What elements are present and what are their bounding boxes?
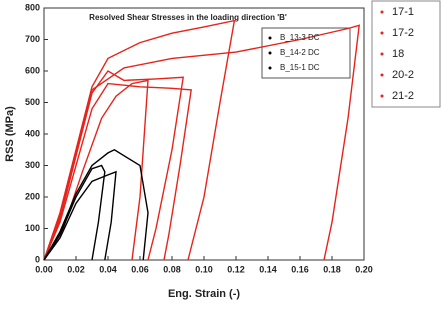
- legend-marker: [380, 31, 384, 35]
- chart-title: Resolved Shear Stresses in the loading d…: [89, 13, 287, 22]
- y-tick-label: 0: [35, 254, 40, 264]
- x-tick-label: 0.20: [355, 264, 373, 274]
- legend-marker: [380, 94, 384, 98]
- legend-label: 17-2: [392, 27, 414, 39]
- legend-box: [261, 27, 351, 79]
- y-tick-label: 800: [25, 2, 40, 12]
- legend-label: B_15-1 DC: [280, 63, 320, 72]
- data-line: [43, 170, 117, 261]
- x-tick-label: 0.10: [195, 264, 213, 274]
- y-axis-label: RSS (MPa): [4, 106, 16, 162]
- data-line: [43, 24, 361, 261]
- x-tick-label: 0.04: [99, 264, 117, 274]
- y-tick-label: 600: [25, 65, 40, 75]
- data-line: [43, 82, 193, 261]
- x-tick-label: 0.06: [131, 264, 149, 274]
- legend-label: 21-2: [392, 90, 414, 102]
- y-tick-label: 400: [25, 128, 40, 138]
- legend-marker: [380, 73, 384, 77]
- legend-label: 18: [392, 48, 404, 60]
- legend-label: 20-2: [392, 69, 414, 81]
- x-axis-label: Eng. Strain (-): [168, 288, 240, 300]
- data-line: [43, 19, 236, 261]
- x-tick-label: 0.18: [323, 264, 341, 274]
- x-tick-label: 0.02: [67, 264, 85, 274]
- legend-marker: [268, 66, 272, 70]
- x-tick-label: 0.08: [163, 264, 181, 274]
- legend-label: 17-1: [392, 6, 414, 18]
- x-tick-label: 0.00: [35, 264, 53, 274]
- x-tick-label: 0.12: [227, 264, 245, 274]
- data-line: [43, 149, 149, 261]
- y-tick-label: 700: [25, 34, 40, 44]
- data-line: [43, 164, 106, 261]
- legend-marker: [380, 52, 384, 56]
- legend-marker: [268, 51, 272, 55]
- legend-label: B_14-2 DC: [280, 48, 320, 57]
- y-tick-label: 100: [25, 223, 40, 233]
- y-tick-label: 500: [25, 97, 40, 107]
- x-tick-label: 0.14: [259, 264, 277, 274]
- legend-marker: [268, 36, 272, 40]
- y-tick-label: 300: [25, 160, 40, 170]
- y-tick-label: 200: [25, 191, 40, 201]
- legend-marker: [380, 10, 384, 14]
- legend-label: B_13-3 DC: [280, 33, 320, 42]
- data-line: [43, 70, 185, 261]
- x-tick-label: 0.16: [291, 264, 309, 274]
